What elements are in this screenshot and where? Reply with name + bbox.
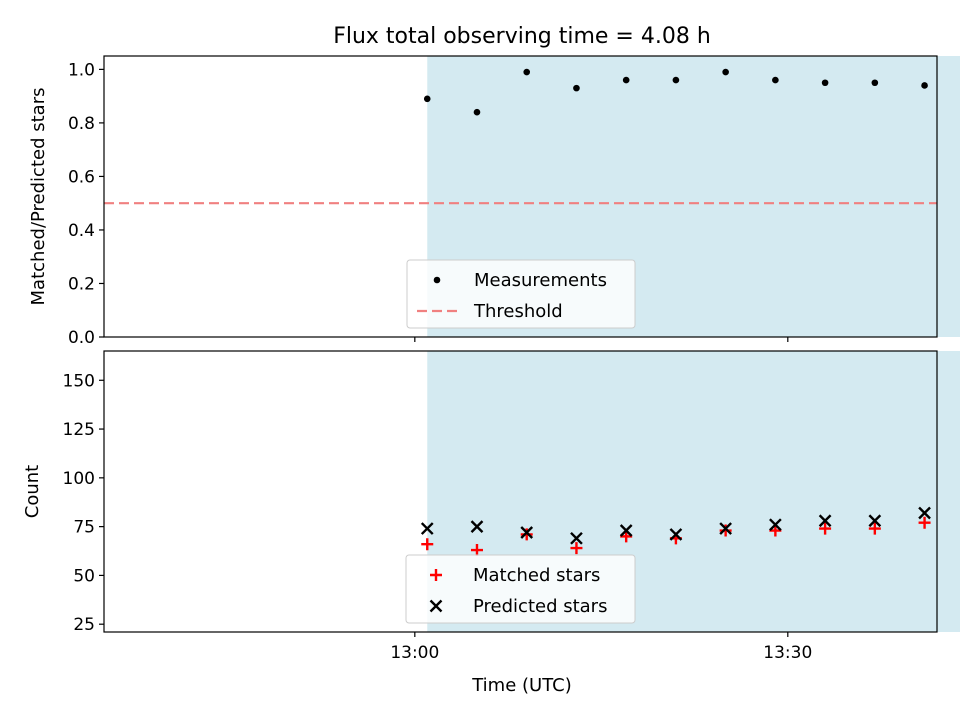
top-axes-frame <box>103 55 938 338</box>
predicted-star-point <box>669 528 683 541</box>
x-tick-label: 13:30 <box>763 643 812 663</box>
matched-star-point <box>520 528 533 541</box>
bottom-legend-box <box>405 554 636 624</box>
bottom-y-tick-label: 75 <box>73 518 95 538</box>
top-y-tick-label: 0.4 <box>68 221 95 241</box>
matched-star-point <box>719 524 732 537</box>
matched-star-point <box>620 530 633 543</box>
measurement-point <box>672 76 680 84</box>
bottom-legend: Matched stars Predicted stars <box>405 554 636 624</box>
bottom-axes-frame <box>103 350 938 633</box>
top-y-tick-label: 0.2 <box>68 274 95 294</box>
measurement-point <box>573 84 580 92</box>
top-legend: Measurements Threshold <box>406 259 636 329</box>
bottom-marks <box>420 506 931 557</box>
measurement-point <box>871 79 879 87</box>
matched-star-point <box>918 516 931 529</box>
top-y-tick-label: 0.8 <box>68 114 95 134</box>
legend-matched-marker <box>430 569 442 581</box>
legend-measurement-marker <box>433 276 441 284</box>
x-axis-label: Time (UTC) <box>471 675 572 696</box>
top-legend-label: Measurements <box>474 270 607 291</box>
bottom-y-axis-label: Count <box>22 465 43 518</box>
bottom-y-tick-label: 150 <box>63 371 95 391</box>
legend-predicted-marker <box>429 599 443 613</box>
matched-star-point <box>570 542 583 555</box>
matched-star-point <box>868 522 881 535</box>
matched-star-point <box>470 544 483 557</box>
matched-star-point <box>769 524 782 537</box>
predicted-star-point <box>719 522 732 535</box>
measurement-point <box>423 95 431 103</box>
top-marks <box>104 68 937 205</box>
bottom-legend-label: Matched stars <box>473 565 600 586</box>
predicted-star-point <box>470 520 484 533</box>
measurement-point <box>722 68 729 76</box>
top-y-tick-label: 0.6 <box>68 167 95 187</box>
measurement-point <box>921 82 928 89</box>
chart-title: Flux total observing time = 4.08 h <box>333 24 711 49</box>
top-panel: 0.0 0.2 0.4 0.6 0.8 1.0 Matched/Predicted sta… <box>28 55 960 348</box>
measurement-point <box>622 76 630 84</box>
top-legend-box <box>406 259 636 329</box>
top-y-tick-label: 1.0 <box>68 60 95 80</box>
predicted-star-point <box>868 514 882 528</box>
measurement-point <box>821 79 829 87</box>
bottom-x-ticks: 13:0013:3014:0014:3015:0015:3016:0016:30… <box>390 632 812 663</box>
bottom-y-tick-label: 25 <box>73 615 95 635</box>
x-tick-label: 13:00 <box>390 643 439 663</box>
bottom-y-tick-label: 125 <box>63 420 95 440</box>
bottom-y-ticks: 25 50 75 100 125 150 <box>63 371 104 635</box>
predicted-star-point <box>769 518 782 532</box>
measurement-point <box>473 108 481 116</box>
top-y-ticks: 0.0 0.2 0.4 0.6 0.8 1.0 <box>68 60 104 348</box>
predicted-star-point <box>918 506 931 520</box>
predicted-star-point <box>818 514 832 528</box>
bottom-legend-label: Predicted stars <box>473 596 607 617</box>
top-y-tick-label: 0.0 <box>68 328 95 348</box>
predicted-star-point <box>570 531 583 545</box>
measurement-point <box>523 68 531 76</box>
top-legend-label: Threshold <box>473 301 563 322</box>
bottom-y-tick-label: 100 <box>63 469 95 489</box>
predicted-star-point <box>520 526 534 539</box>
predicted-star-point <box>619 524 633 537</box>
top-y-axis-label: Matched/Predicted stars <box>28 88 49 306</box>
predicted-star-point <box>420 522 434 535</box>
top-x-ticks <box>414 337 789 342</box>
measurement-point <box>772 76 779 84</box>
bottom-y-tick-label: 50 <box>73 566 95 586</box>
matched-star-point <box>819 522 832 535</box>
matched-star-point <box>421 538 434 551</box>
